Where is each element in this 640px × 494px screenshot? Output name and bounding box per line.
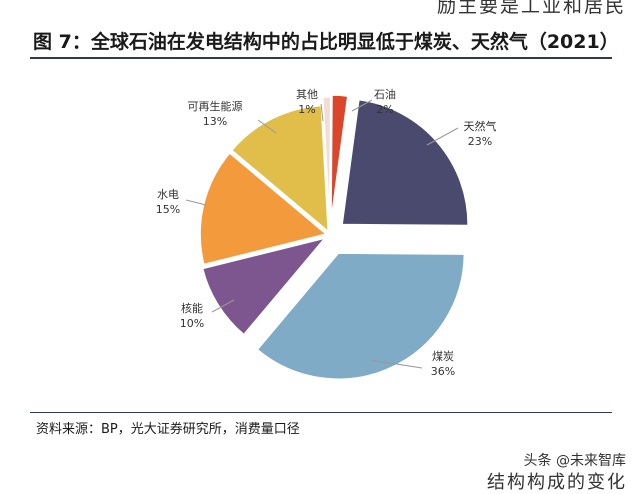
leader-lines bbox=[185, 99, 459, 369]
slice-value-其他: 1% bbox=[298, 103, 315, 116]
pie-slices bbox=[199, 94, 469, 380]
leader-line-水电 bbox=[185, 199, 207, 206]
slice-name-核能: 核能 bbox=[181, 301, 203, 315]
slice-name-水电: 水电 bbox=[157, 188, 179, 201]
leader-line-可再生能源 bbox=[257, 119, 277, 134]
title-rule bbox=[30, 57, 612, 59]
leader-line-煤炭 bbox=[369, 359, 423, 369]
slice-value-石油: 2% bbox=[376, 103, 393, 116]
source-rule bbox=[30, 412, 612, 413]
leader-line-核能 bbox=[211, 299, 235, 313]
slice-value-核能: 10% bbox=[180, 317, 204, 330]
page-bottom-fragment: 结构构成的变化 bbox=[487, 472, 627, 493]
slice-name-煤炭: 煤炭 bbox=[432, 350, 454, 363]
pie-slice-水电 bbox=[199, 151, 328, 266]
slice-value-天然气: 23% bbox=[468, 135, 492, 148]
slice-name-可再生能源: 可再生能源 bbox=[188, 99, 243, 113]
pie-slice-可再生能源 bbox=[230, 104, 330, 234]
slice-name-天然气: 天然气 bbox=[464, 119, 497, 133]
slice-name-其他: 其他 bbox=[296, 88, 318, 101]
source-note: 资料来源：BP，光大证券研究所，消费量口径 bbox=[36, 422, 300, 437]
leader-line-其他 bbox=[320, 103, 324, 122]
leader-line-石油 bbox=[351, 99, 373, 112]
leader-line-天然气 bbox=[426, 127, 459, 146]
pie-slice-其他 bbox=[322, 96, 332, 224]
chart-title: 图 7：全球石油在发电结构中的占比明显低于煤炭、天然气（2021） bbox=[33, 31, 619, 53]
slice-value-水电: 15% bbox=[156, 203, 180, 216]
page-top-fragment: 励主要是工业和居民 bbox=[436, 0, 626, 17]
pie-slice-煤炭 bbox=[256, 252, 466, 380]
slice-value-煤炭: 36% bbox=[431, 365, 455, 378]
slice-labels: 石油 2% 天然气 23% 煤炭 36% 核能 10% 水电 15% 可再生能源 13% 其他 1% bbox=[156, 87, 497, 378]
slice-name-石油: 石油 bbox=[374, 87, 396, 101]
pie-slice-核能 bbox=[201, 236, 327, 336]
pie-slice-天然气 bbox=[341, 98, 469, 227]
pie-slice-石油 bbox=[330, 94, 349, 222]
slice-value-可再生能源: 13% bbox=[203, 115, 227, 128]
pie-chart: 石油 2% 天然气 23% 煤炭 36% 核能 10% 水电 15% 可再生能源 13% 其他 1% bbox=[156, 87, 497, 380]
watermark: 头条 @未来智库 bbox=[523, 453, 626, 469]
